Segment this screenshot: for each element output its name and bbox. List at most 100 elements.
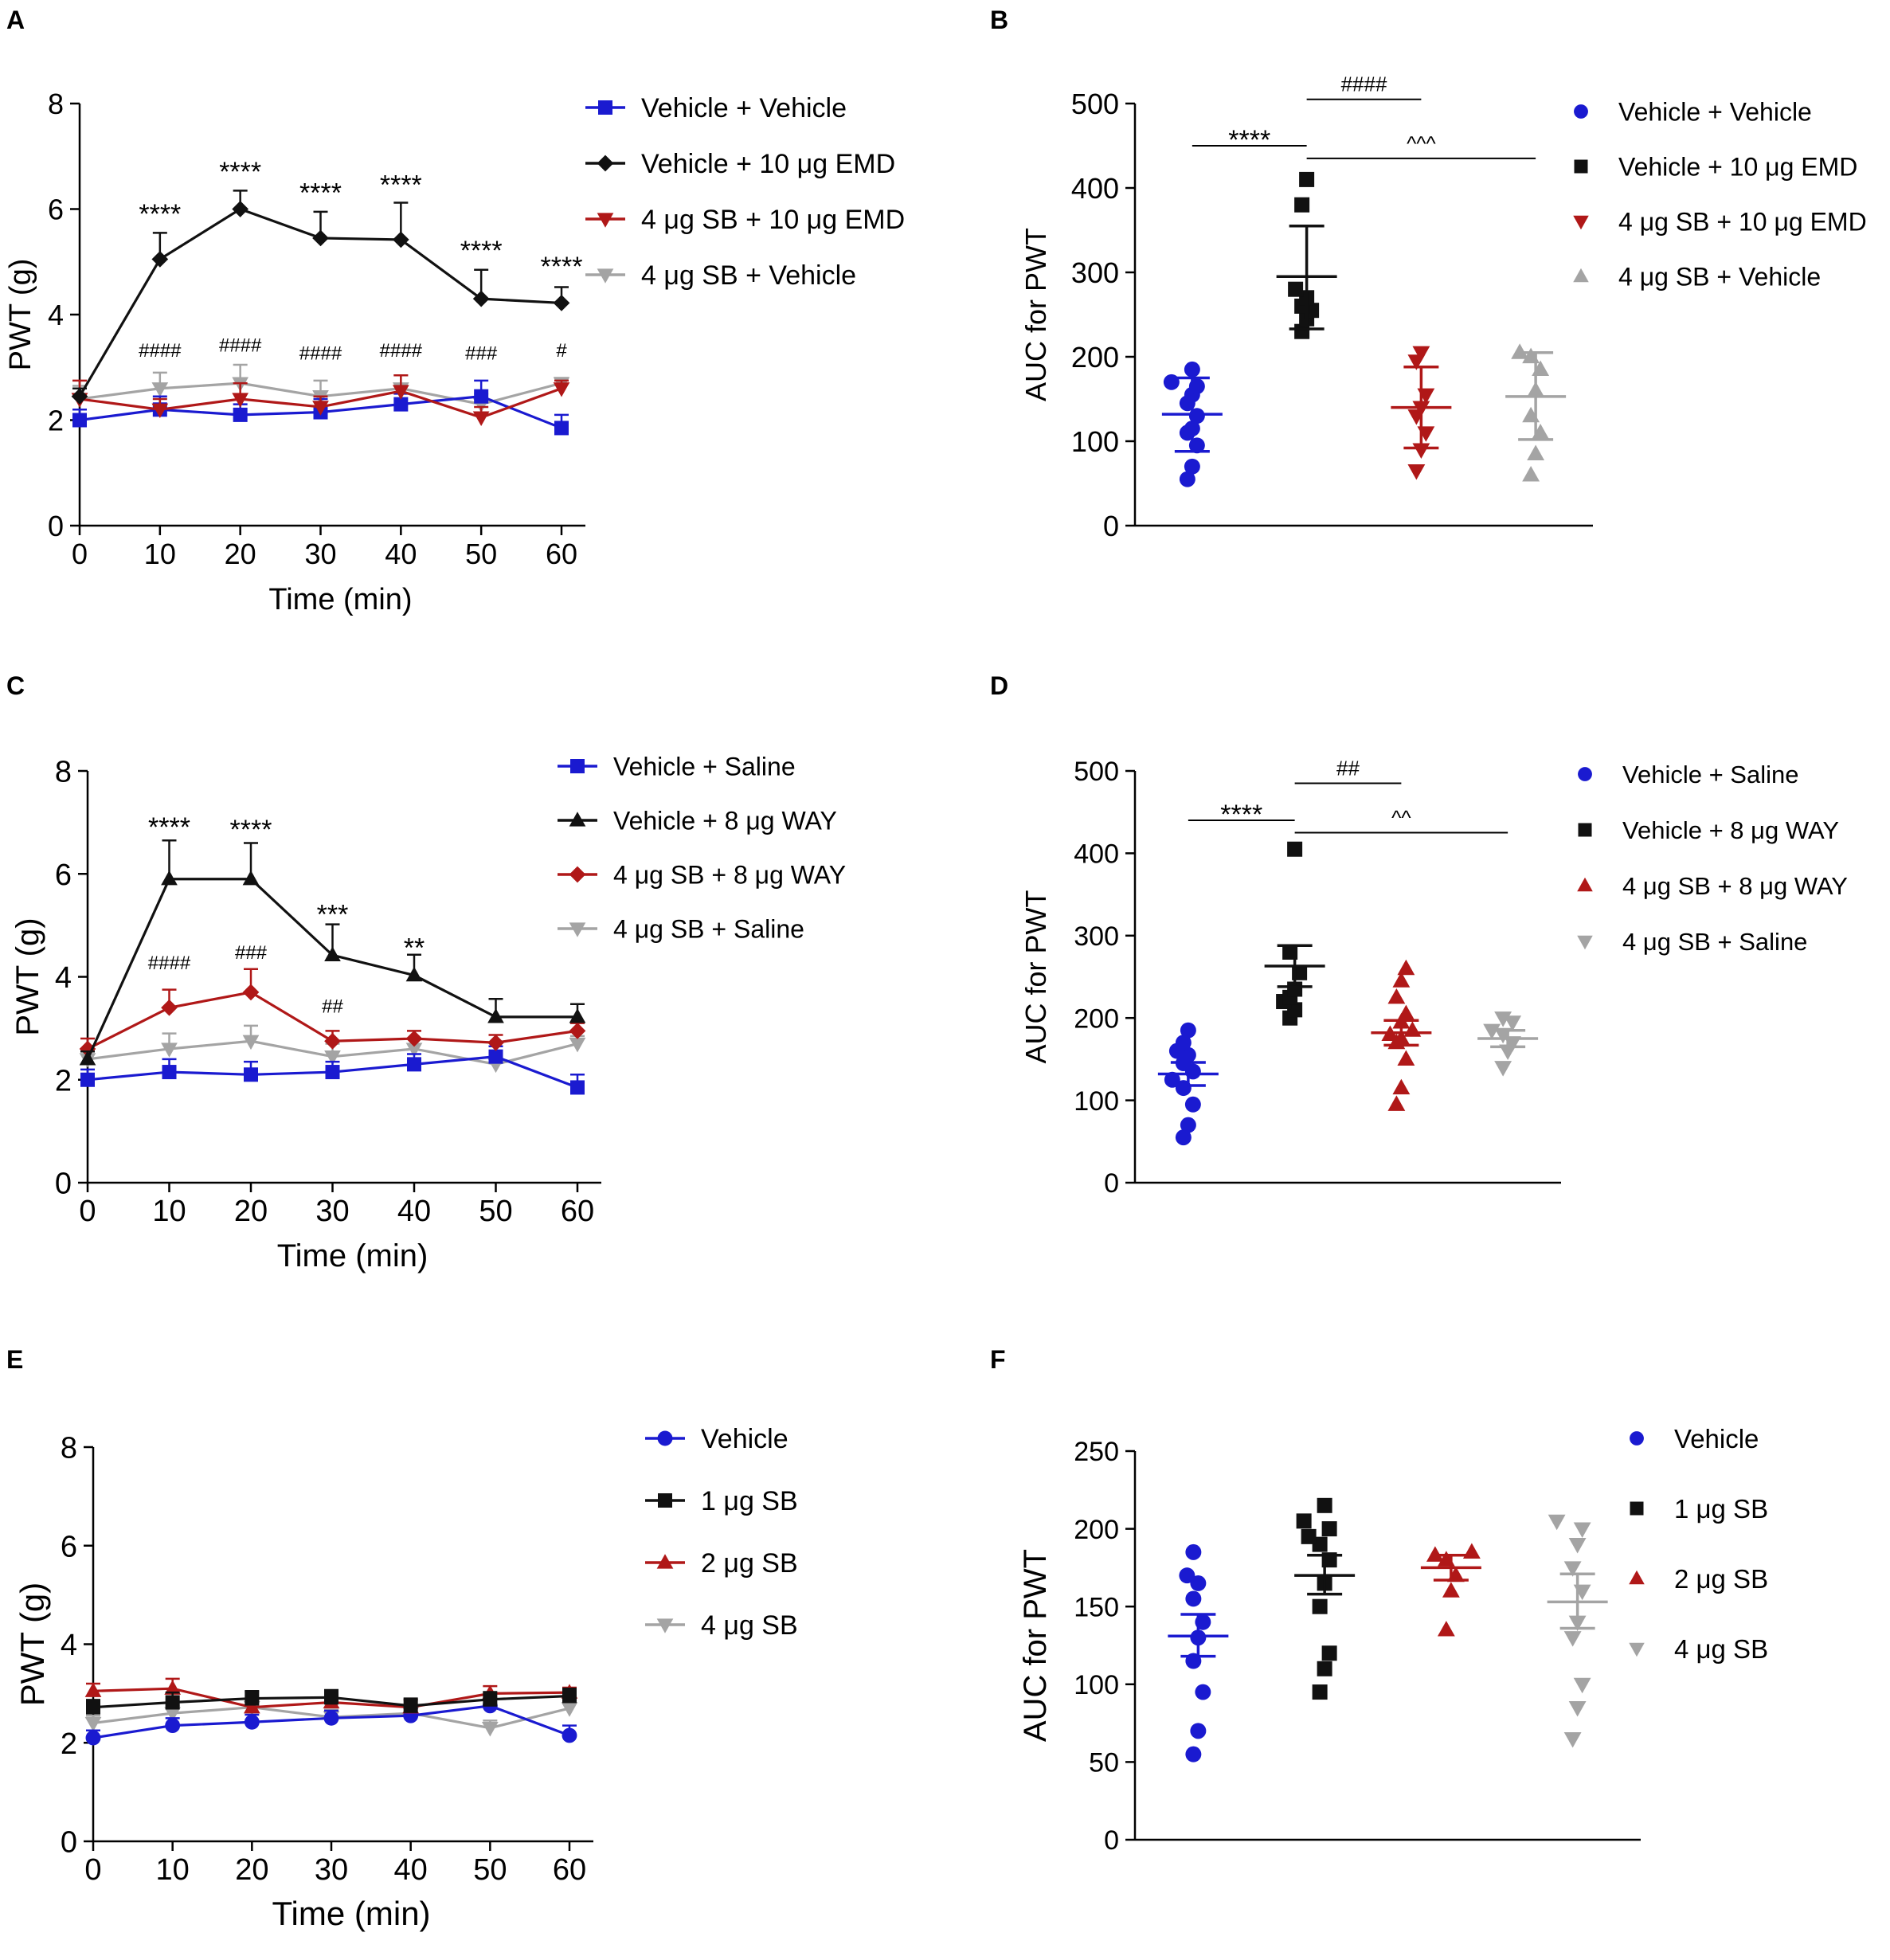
data-point bbox=[1317, 1661, 1332, 1676]
data-point bbox=[84, 1682, 102, 1697]
group-2 bbox=[1420, 1543, 1481, 1637]
legend-item-2: 4 μg SB + 8 μg WAY bbox=[1577, 872, 1848, 900]
panel-d-legend: Vehicle + Saline Vehicle + 8 μg WAY 4 μg S… bbox=[1577, 761, 1848, 956]
y-tick-label: 2 bbox=[48, 404, 64, 436]
data-point bbox=[483, 1692, 498, 1707]
x-tick-label: 30 bbox=[315, 1853, 348, 1887]
data-point bbox=[1504, 1015, 1522, 1031]
data-point bbox=[1184, 1096, 1201, 1113]
panel-a-legend: Vehicle + Vehicle Vehicle + 10 μg EMD 4 μg… bbox=[585, 93, 905, 291]
series-0 bbox=[80, 1045, 585, 1095]
significance-label: **** bbox=[541, 252, 583, 282]
data-point bbox=[312, 401, 329, 416]
panel-d-marks: **** ## ^^ bbox=[1157, 757, 1539, 1146]
data-point bbox=[164, 1707, 182, 1722]
data-point bbox=[569, 1023, 586, 1039]
legend-item-3: 4 μg SB + Saline bbox=[558, 915, 804, 944]
legend-item-0: Vehicle + Vehicle bbox=[585, 93, 847, 123]
data-point bbox=[1387, 1095, 1406, 1111]
data-point bbox=[1164, 1071, 1180, 1088]
data-point bbox=[1321, 1521, 1337, 1537]
data-point bbox=[324, 1050, 341, 1066]
data-point bbox=[488, 1049, 503, 1064]
panel-b-marks: **** #### ^^^ bbox=[1161, 72, 1567, 487]
data-point bbox=[1296, 1513, 1312, 1529]
significance-label: ^^ bbox=[1391, 806, 1411, 830]
data-point bbox=[562, 1727, 577, 1743]
y-tick-label: 500 bbox=[1074, 757, 1119, 787]
x-tick-label: 40 bbox=[385, 538, 417, 570]
y-tick-label: 0 bbox=[1104, 1168, 1119, 1199]
legend-label: 4 μg SB + Vehicle bbox=[641, 260, 856, 291]
data-point bbox=[245, 1691, 260, 1706]
data-point bbox=[1185, 1590, 1202, 1607]
y-tick-label: 300 bbox=[1074, 921, 1119, 952]
significance-label: **** bbox=[299, 178, 342, 208]
legend-item-1: 1 μg SB bbox=[1630, 1494, 1768, 1524]
legend-label: 1 μg SB bbox=[1674, 1494, 1768, 1524]
data-point bbox=[553, 382, 570, 397]
data-point bbox=[1494, 1061, 1512, 1077]
data-point bbox=[71, 388, 88, 405]
data-point bbox=[570, 1080, 585, 1095]
legend-marker bbox=[1573, 268, 1589, 283]
legend-label: Vehicle + Vehicle bbox=[641, 93, 847, 123]
data-point bbox=[232, 393, 249, 408]
x-tick-label: 50 bbox=[473, 1853, 507, 1887]
group-2 bbox=[1391, 346, 1452, 480]
data-point bbox=[1563, 1631, 1582, 1647]
legend-marker bbox=[1629, 1642, 1645, 1657]
y-tick-label: 8 bbox=[61, 1432, 77, 1465]
significance-label: ^^^ bbox=[1407, 131, 1436, 155]
data-point bbox=[405, 1030, 423, 1047]
data-point bbox=[242, 984, 260, 1001]
x-tick-label: 40 bbox=[397, 1195, 431, 1228]
data-point bbox=[1179, 1567, 1195, 1584]
legend-marker bbox=[1577, 877, 1593, 892]
data-point bbox=[1321, 1645, 1337, 1661]
legend-label: Vehicle + Saline bbox=[613, 753, 796, 781]
data-point bbox=[1397, 1004, 1415, 1021]
data-point bbox=[1294, 197, 1310, 213]
data-point bbox=[1392, 1078, 1411, 1095]
series-1 bbox=[86, 1687, 577, 1715]
significance-label: **** bbox=[148, 812, 190, 843]
legend-label: 4 μg SB bbox=[1674, 1634, 1768, 1664]
data-point bbox=[569, 1037, 586, 1053]
data-point bbox=[405, 1043, 423, 1058]
panel-e-axes: 0 2 4 6 8 PWT (g) 0 10 20 30 40 50 60 Time (min) bbox=[14, 1432, 593, 1932]
data-point bbox=[1527, 444, 1545, 460]
significance-label: **** bbox=[1228, 125, 1270, 155]
legend-item-3: 4 μg SB bbox=[645, 1610, 798, 1641]
y-tick-label: 6 bbox=[61, 1530, 77, 1563]
y-tick-label: 250 bbox=[1074, 1437, 1119, 1467]
significance-label: ### bbox=[465, 342, 498, 364]
y-tick-label: 8 bbox=[48, 88, 64, 120]
data-point bbox=[242, 870, 260, 886]
y-tick-label: 200 bbox=[1074, 1003, 1119, 1034]
legend-label: Vehicle bbox=[701, 1424, 788, 1454]
legend-item-2: 2 μg SB bbox=[645, 1548, 798, 1579]
data-point bbox=[1568, 1538, 1587, 1554]
y-tick-label: 0 bbox=[55, 1168, 72, 1201]
legend-label: Vehicle + 10 μg EMD bbox=[1618, 153, 1857, 182]
significance-label: #### bbox=[148, 953, 191, 974]
significance-label: #### bbox=[380, 340, 423, 362]
panel-f-legend: Vehicle 1 μg SB 2 μg SB 4 μg SB bbox=[1629, 1424, 1768, 1664]
data-point bbox=[1184, 361, 1200, 378]
data-point bbox=[1387, 988, 1406, 1004]
panel-label-d: D bbox=[990, 671, 1008, 700]
legend-marker bbox=[1574, 104, 1588, 119]
y-axis-label: PWT (g) bbox=[4, 259, 37, 371]
data-point bbox=[1190, 1575, 1207, 1591]
legend-label: 4 μg SB + 8 μg WAY bbox=[1622, 872, 1848, 900]
y-axis-label: AUC for PWT bbox=[1018, 1549, 1053, 1742]
legend-label: 4 μg SB + Saline bbox=[1622, 928, 1807, 956]
y-tick-label: 100 bbox=[1071, 425, 1119, 458]
panel-c-axes: 0 2 4 6 8 PWT (g) 0 10 20 30 40 50 60 Time (min) bbox=[10, 756, 601, 1273]
legend-marker bbox=[569, 866, 586, 883]
x-tick-label: 20 bbox=[225, 538, 256, 570]
legend-marker bbox=[1578, 767, 1592, 781]
x-tick-label: 40 bbox=[394, 1853, 428, 1887]
